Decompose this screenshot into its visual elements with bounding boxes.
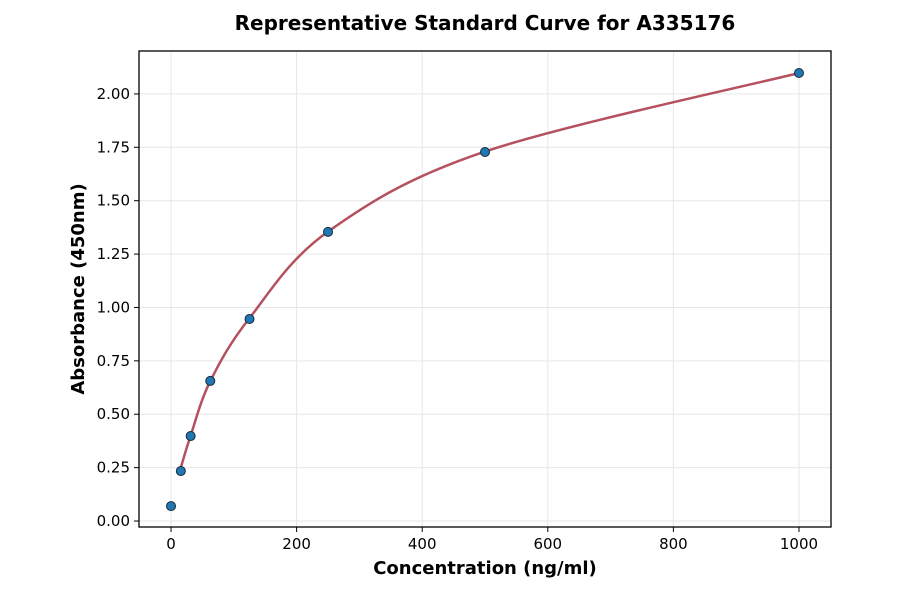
data-point [185,431,196,442]
fitted-curve-line [179,71,800,468]
y-tick-label: 1.25 [97,245,130,263]
y-tick-label: 1.50 [97,192,130,210]
x-tick-label: 0 [166,535,176,553]
chart-title: Representative Standard Curve for A33517… [235,11,736,35]
data-point [175,466,186,477]
x-tick-label: 400 [408,535,437,553]
x-axis-label: Concentration (ng/ml) [373,558,597,579]
y-axis-label: Absorbance (450nm) [68,183,89,394]
x-tick-label: 1000 [780,535,818,553]
data-point [323,226,334,237]
y-tick-label: 0.25 [97,459,130,477]
data-point [166,501,177,512]
x-tick-label: 800 [659,535,688,553]
y-tick-label: 2.00 [97,85,130,103]
y-tick-label: 0.50 [97,405,130,423]
x-tick-label: 200 [282,535,311,553]
data-point [480,147,490,158]
y-tick-label: 0.00 [97,512,130,530]
data-point [244,314,255,325]
plot-frame [138,50,832,528]
data-point [205,375,216,386]
x-tick-label: 600 [533,535,562,553]
data-point [793,67,804,78]
y-tick-label: 1.00 [97,298,130,316]
y-tick-label: 1.75 [97,138,130,156]
y-tick-label: 0.75 [97,352,130,370]
